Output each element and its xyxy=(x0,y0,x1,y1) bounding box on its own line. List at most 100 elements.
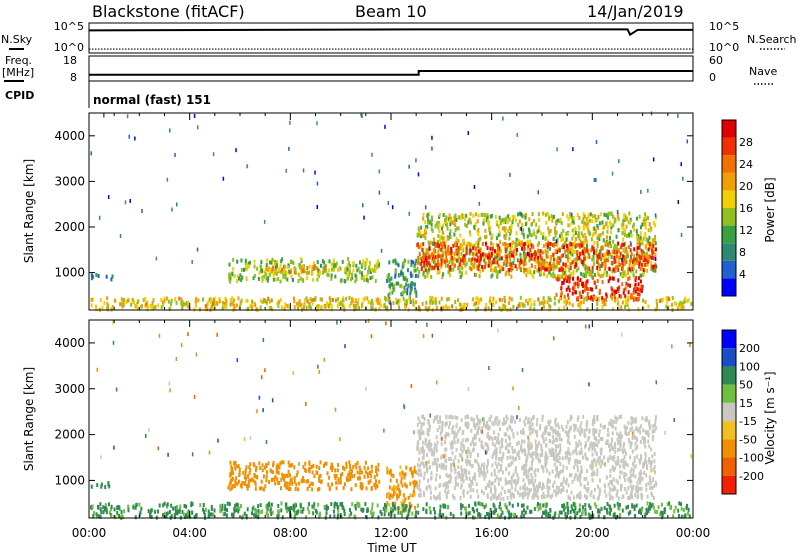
range-cell xyxy=(498,256,501,261)
range-cell xyxy=(633,254,636,259)
range-cell xyxy=(327,273,330,278)
range-cell xyxy=(459,503,462,508)
range-cell xyxy=(254,468,257,473)
range-cell xyxy=(496,258,499,263)
range-cell xyxy=(326,272,329,277)
range-cell xyxy=(597,459,600,464)
range-cell xyxy=(542,263,545,268)
range-cell xyxy=(587,447,590,452)
range-cell xyxy=(321,259,324,264)
range-cell xyxy=(633,227,636,232)
range-cell xyxy=(427,270,430,275)
range-cell xyxy=(178,509,181,514)
range-cell xyxy=(556,452,559,457)
range-cell xyxy=(414,514,417,519)
range-cell xyxy=(459,233,462,238)
range-cell xyxy=(400,292,403,297)
range-cell xyxy=(654,480,657,485)
range-cell xyxy=(586,269,589,274)
range-cell xyxy=(350,277,353,282)
range-cell xyxy=(630,293,633,298)
range-cell xyxy=(235,508,238,513)
range-cell xyxy=(515,266,518,271)
range-cell xyxy=(644,417,647,422)
range-cell xyxy=(449,234,452,239)
range-cell xyxy=(92,514,95,519)
range-cell xyxy=(438,228,441,233)
range-cell xyxy=(330,307,333,312)
range-cell xyxy=(531,212,534,217)
range-cell xyxy=(477,427,480,432)
range-cell xyxy=(457,226,460,231)
range-cell xyxy=(451,430,454,435)
range-cell xyxy=(554,423,557,428)
range-cell xyxy=(120,297,123,302)
range-cell xyxy=(636,255,639,260)
range-cell xyxy=(308,484,311,489)
range-cell xyxy=(622,444,625,449)
range-cell xyxy=(425,443,428,448)
range-cell xyxy=(437,250,440,255)
freq-unit-label: [MHz] xyxy=(2,66,34,79)
range-cell xyxy=(566,454,569,459)
range-cell xyxy=(412,298,415,303)
range-cell xyxy=(454,228,457,233)
range-cell xyxy=(560,254,563,259)
range-cell xyxy=(511,244,514,249)
range-cell xyxy=(442,223,445,228)
range-cell xyxy=(641,222,644,227)
range-cell xyxy=(595,437,598,442)
range-cell xyxy=(579,293,582,298)
range-cell xyxy=(245,298,248,303)
range-cell xyxy=(531,263,534,268)
range-cell xyxy=(606,249,609,254)
range-cell xyxy=(488,253,491,258)
range-cell xyxy=(478,473,481,478)
range-cell xyxy=(313,261,316,266)
range-cell xyxy=(559,462,562,467)
range-cell xyxy=(458,453,461,458)
range-cell xyxy=(570,504,573,509)
range-cell xyxy=(299,262,302,267)
range-cell xyxy=(276,260,279,265)
range-cell xyxy=(509,419,512,424)
range-cell xyxy=(593,415,596,420)
range-cell xyxy=(612,420,615,425)
range-cell xyxy=(522,430,525,435)
range-cell xyxy=(666,299,669,304)
range-cell xyxy=(260,260,263,265)
range-cell xyxy=(489,226,492,231)
range-cell xyxy=(504,446,507,451)
range-cell xyxy=(393,283,396,288)
range-cell xyxy=(612,276,615,281)
range-cell xyxy=(426,212,429,217)
range-cell xyxy=(469,232,472,237)
range-cell xyxy=(631,419,634,424)
range-cell xyxy=(247,261,250,266)
range-cell xyxy=(465,244,468,249)
range-cell xyxy=(649,485,652,490)
range-cell xyxy=(590,295,593,300)
range-cell xyxy=(591,214,594,219)
range-cell xyxy=(555,466,558,471)
range-cell xyxy=(545,460,548,465)
range-cell xyxy=(397,302,400,307)
range-cell xyxy=(471,244,474,249)
range-cell xyxy=(280,460,283,465)
range-cell xyxy=(570,214,573,219)
range-cell xyxy=(544,455,547,460)
range-cell xyxy=(300,478,303,483)
range-cell xyxy=(613,219,616,224)
range-cell xyxy=(461,438,464,443)
range-cell xyxy=(556,490,559,495)
range-cell xyxy=(311,271,314,276)
range-cell xyxy=(634,446,637,451)
range-cell xyxy=(370,464,373,469)
range-cell xyxy=(522,264,525,269)
range-cell xyxy=(644,233,647,238)
range-cell xyxy=(502,242,505,247)
range-cell xyxy=(535,235,538,240)
range-cell xyxy=(114,298,117,303)
range-cell xyxy=(403,498,406,503)
range-cell xyxy=(262,487,265,492)
